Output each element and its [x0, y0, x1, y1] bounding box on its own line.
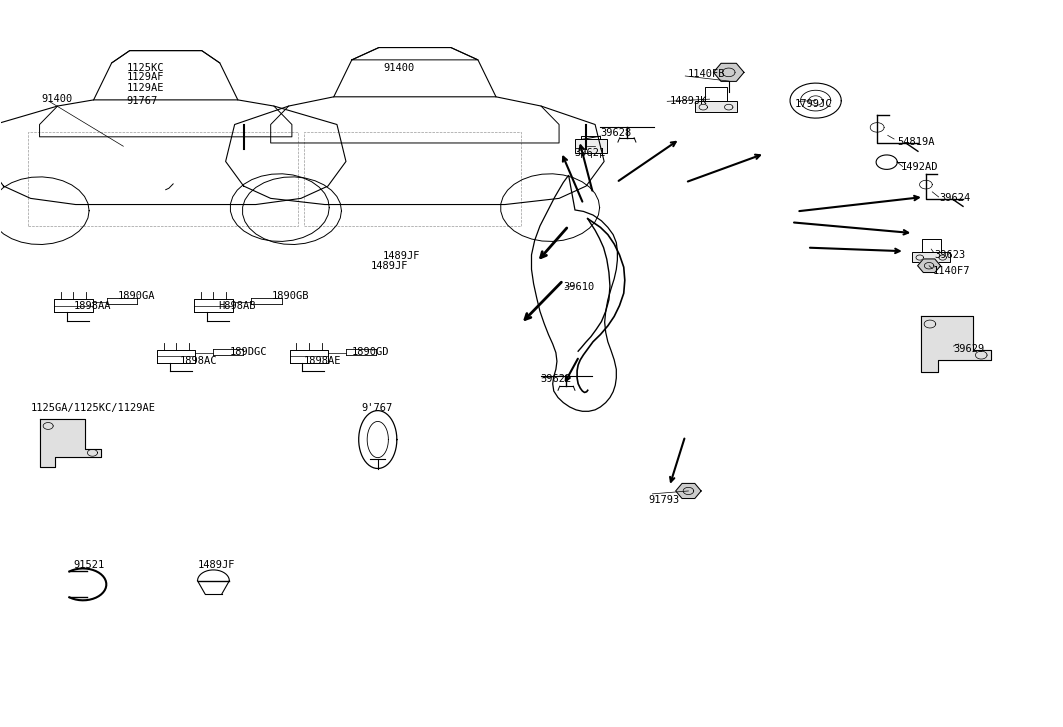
Text: 1489JF: 1489JF	[370, 261, 408, 270]
Text: 39628: 39628	[601, 128, 631, 138]
Text: 1125KC: 1125KC	[126, 63, 164, 73]
Text: 1890GB: 1890GB	[272, 291, 309, 301]
Polygon shape	[713, 63, 744, 81]
Text: 39622: 39622	[540, 374, 571, 385]
Text: H898AB: H898AB	[219, 300, 256, 310]
Text: 91793: 91793	[648, 494, 679, 505]
Text: 39610: 39610	[563, 283, 594, 292]
Text: 91400: 91400	[383, 63, 415, 73]
Text: 54819A: 54819A	[897, 137, 934, 147]
Polygon shape	[40, 419, 101, 467]
Bar	[575, 140, 607, 153]
Text: 1890GA: 1890GA	[118, 291, 155, 301]
Text: 1140FB: 1140FB	[688, 69, 725, 79]
Text: 1129AE: 1129AE	[126, 84, 164, 93]
Text: 1140F7: 1140F7	[932, 266, 969, 276]
Bar	[695, 101, 737, 112]
Text: 1898AC: 1898AC	[180, 356, 217, 366]
Bar	[912, 252, 950, 262]
Text: 39623: 39623	[934, 250, 965, 260]
Text: 9'767: 9'767	[361, 403, 393, 414]
Text: 1489JF: 1489JF	[198, 560, 235, 570]
Text: 1898AA: 1898AA	[73, 300, 111, 310]
Text: 1489JF: 1489JF	[383, 252, 421, 261]
Text: 1890GD: 1890GD	[351, 347, 389, 357]
Text: 1125GA/1125KC/1129AE: 1125GA/1125KC/1129AE	[31, 403, 156, 414]
Text: 1489JK: 1489JK	[670, 97, 707, 106]
Text: 1898AE: 1898AE	[304, 356, 341, 366]
Text: 39621: 39621	[574, 148, 605, 158]
Text: 39624: 39624	[940, 193, 971, 204]
Text: 39629: 39629	[954, 344, 984, 354]
Text: 1492AD: 1492AD	[900, 162, 938, 172]
Polygon shape	[676, 483, 702, 499]
Text: 91521: 91521	[73, 560, 105, 570]
Text: 189DGC: 189DGC	[230, 347, 267, 357]
Polygon shape	[921, 316, 991, 371]
Polygon shape	[917, 259, 941, 273]
Text: 91400: 91400	[41, 95, 73, 104]
Text: 91767: 91767	[126, 96, 157, 105]
Text: 1799JC: 1799JC	[794, 99, 832, 109]
Text: 1129AF: 1129AF	[126, 73, 164, 82]
